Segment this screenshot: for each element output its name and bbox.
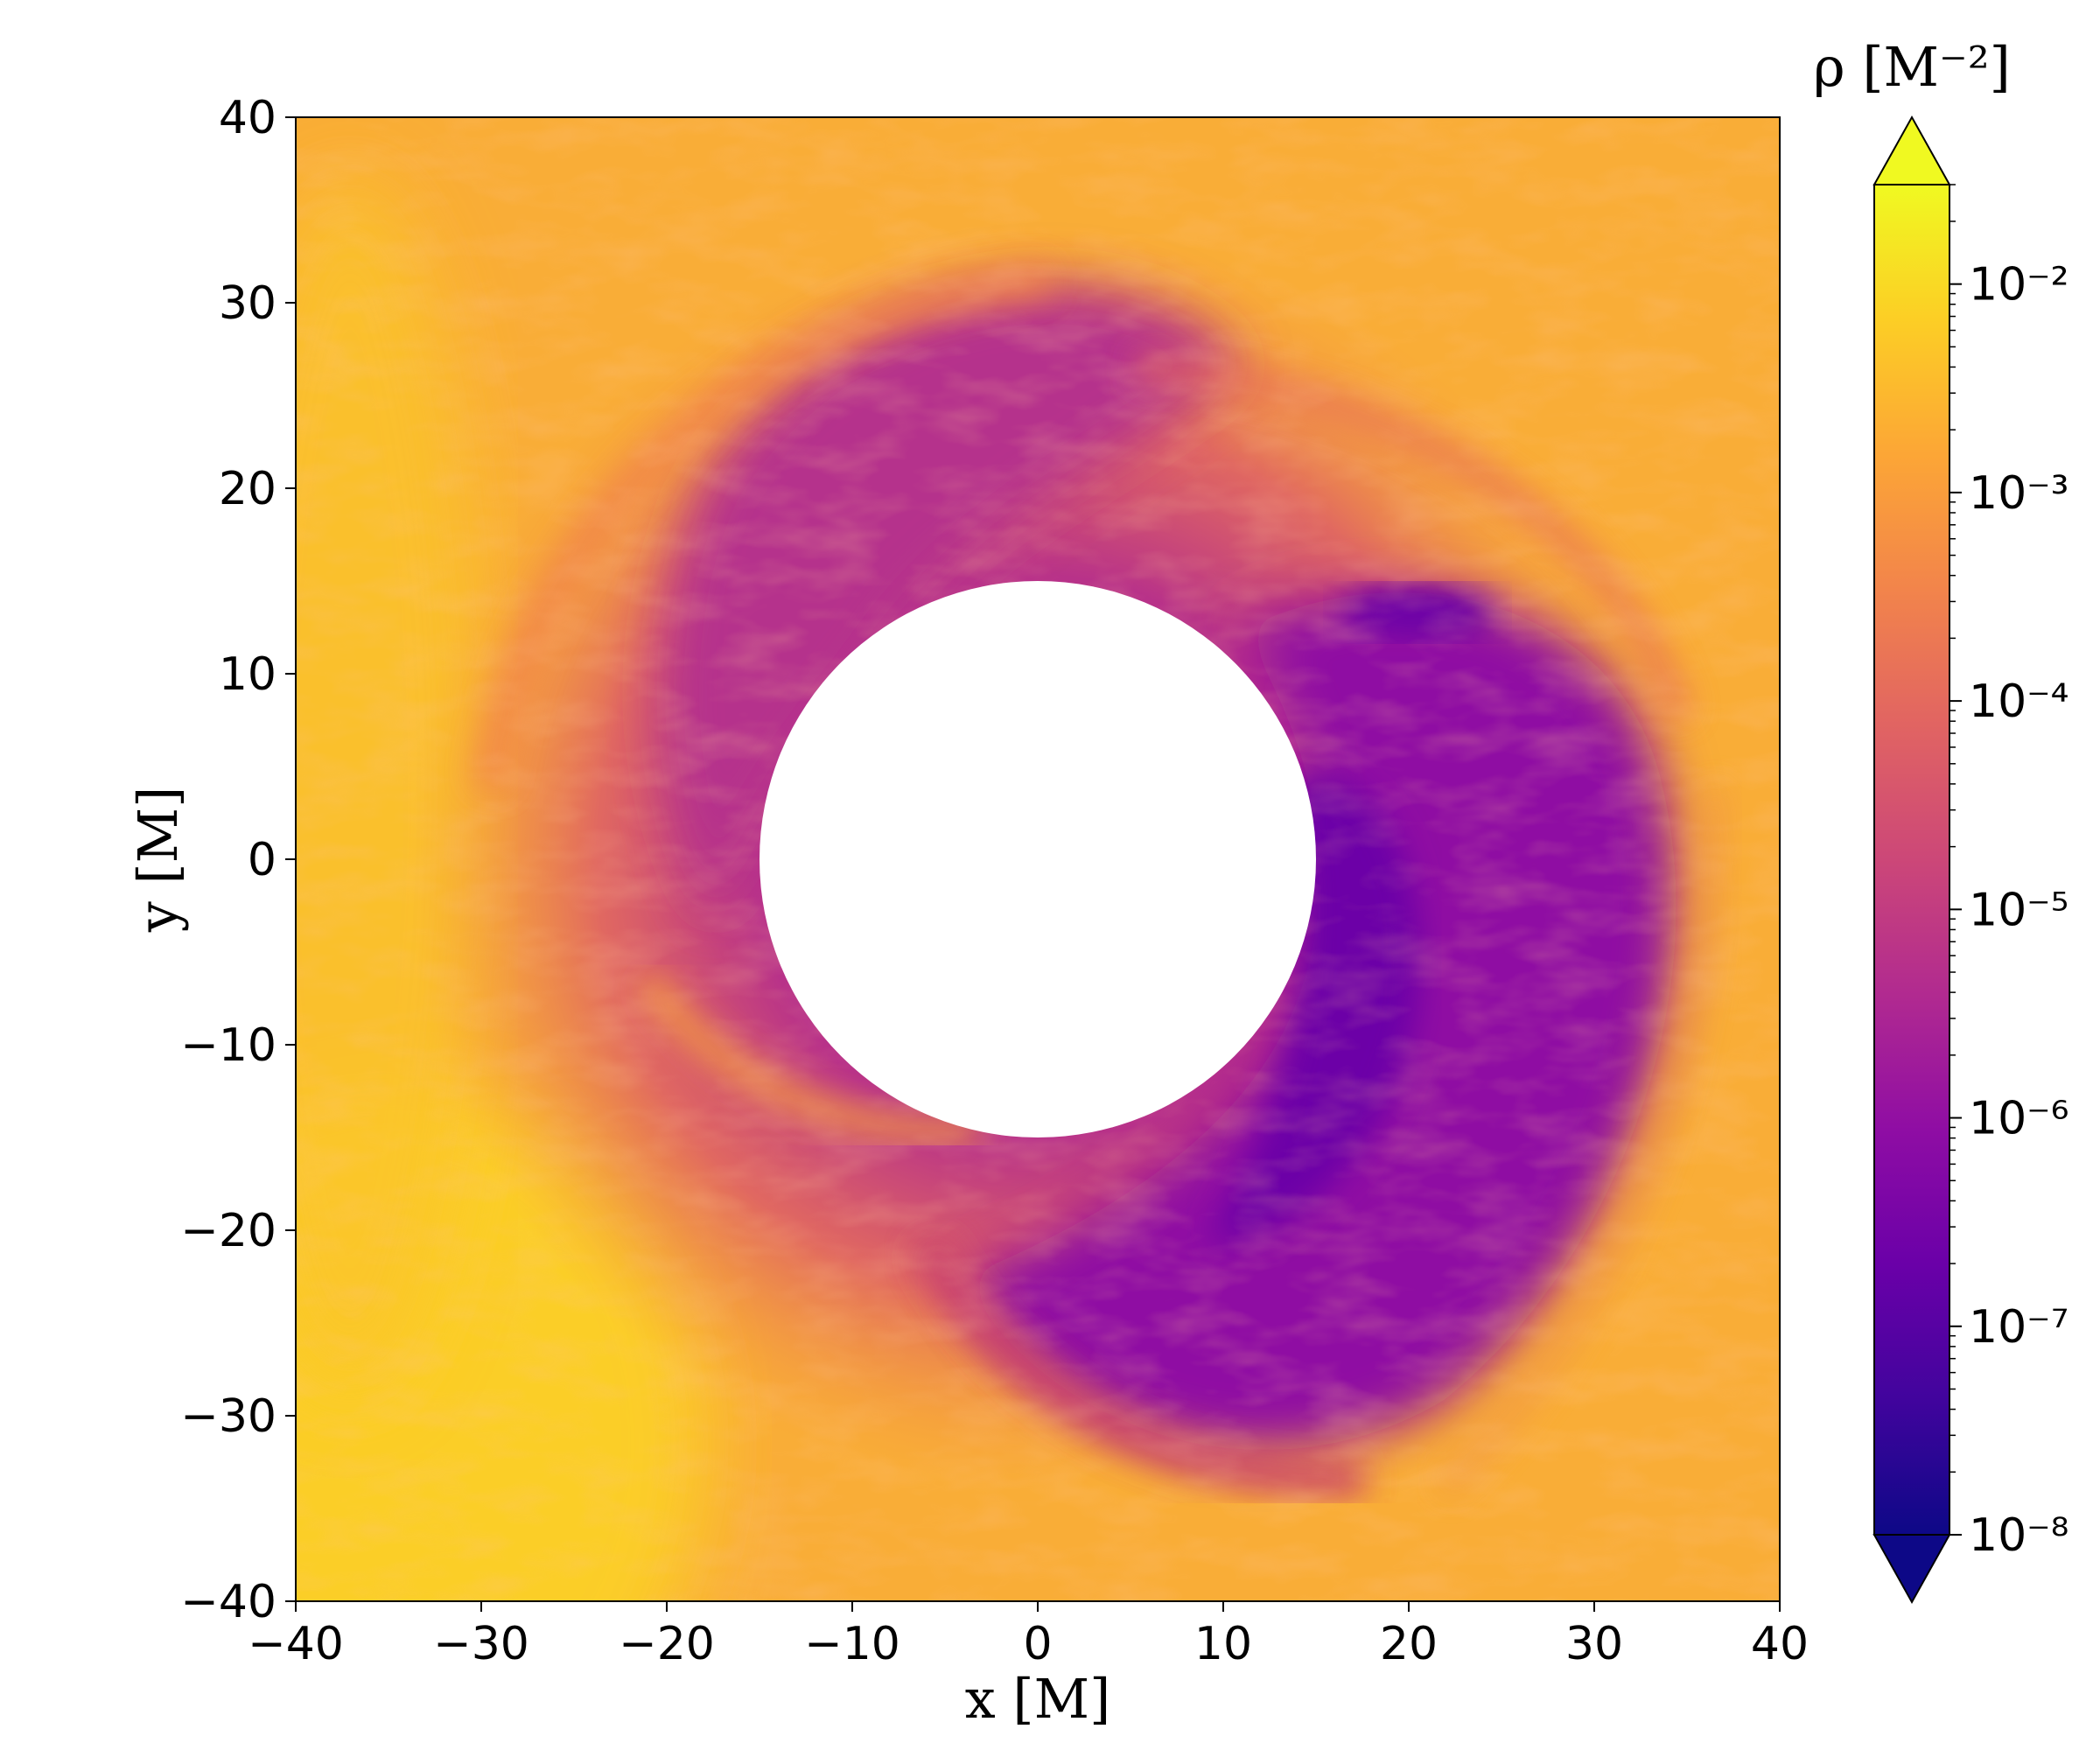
colorbar-tick-label: 10⁻⁸: [1969, 1509, 2068, 1562]
colorbar-tick-label: 10⁻⁴: [1969, 676, 2068, 728]
colorbar-tick-label: 10⁻⁷: [1969, 1301, 2068, 1354]
excised-inner-region: [760, 581, 1316, 1138]
y-tick-label: −20: [180, 1205, 276, 1257]
colorbar-bar: [1873, 184, 1950, 1536]
y-tick-label: −30: [180, 1390, 276, 1443]
colorbar-label: ρ [M⁻²]: [1813, 35, 2011, 99]
y-tick-label: 10: [219, 648, 276, 701]
x-axis-label: x [M]: [965, 1667, 1111, 1731]
colorbar-tick-label: 10⁻⁵: [1969, 884, 2068, 936]
y-axis-ticks: −40 −30 −20 −10 0 10 20 30 40: [180, 92, 296, 1628]
y-tick-label: 30: [219, 277, 276, 330]
x-tick-label: 40: [1751, 1618, 1809, 1670]
colorbar-tick-label: 10⁻³: [1969, 467, 2068, 520]
x-axis-ticks: −40 −30 −20 −10 0 10 20 30 40: [248, 1601, 1809, 1670]
y-tick-label: 0: [248, 834, 276, 886]
colorbar-ticks: 10⁻⁸ 10⁻⁷ 10⁻⁶ 10⁻⁵ 10⁻⁴ 10⁻³ 10⁻²: [1950, 184, 2068, 1562]
y-tick-label: 20: [219, 463, 276, 515]
x-tick-label: −10: [804, 1618, 900, 1670]
x-tick-label: 30: [1565, 1618, 1623, 1670]
y-tick-label: −10: [180, 1019, 276, 1072]
y-axis-label: y [M]: [126, 787, 190, 934]
colorbar-extend-max: [1872, 115, 1951, 186]
y-tick-label: −40: [180, 1576, 276, 1628]
x-tick-label: 20: [1380, 1618, 1438, 1670]
x-tick-label: −30: [433, 1618, 529, 1670]
colorbar-tick-label: 10⁻⁶: [1969, 1093, 2068, 1145]
y-tick-label: 40: [219, 92, 276, 144]
colorbar: 10⁻⁸ 10⁻⁷ 10⁻⁶ 10⁻⁵ 10⁻⁴ 10⁻³ 10⁻² ρ [M⁻²]: [1813, 35, 2068, 1605]
x-tick-label: 10: [1194, 1618, 1252, 1670]
x-tick-label: −40: [248, 1618, 344, 1670]
colorbar-tick-label: 10⁻²: [1969, 259, 2068, 312]
colorbar-extend-min: [1872, 1534, 1951, 1605]
excised-circle: [760, 581, 1316, 1138]
x-tick-label: 0: [1023, 1618, 1052, 1670]
x-tick-label: −20: [619, 1618, 715, 1670]
